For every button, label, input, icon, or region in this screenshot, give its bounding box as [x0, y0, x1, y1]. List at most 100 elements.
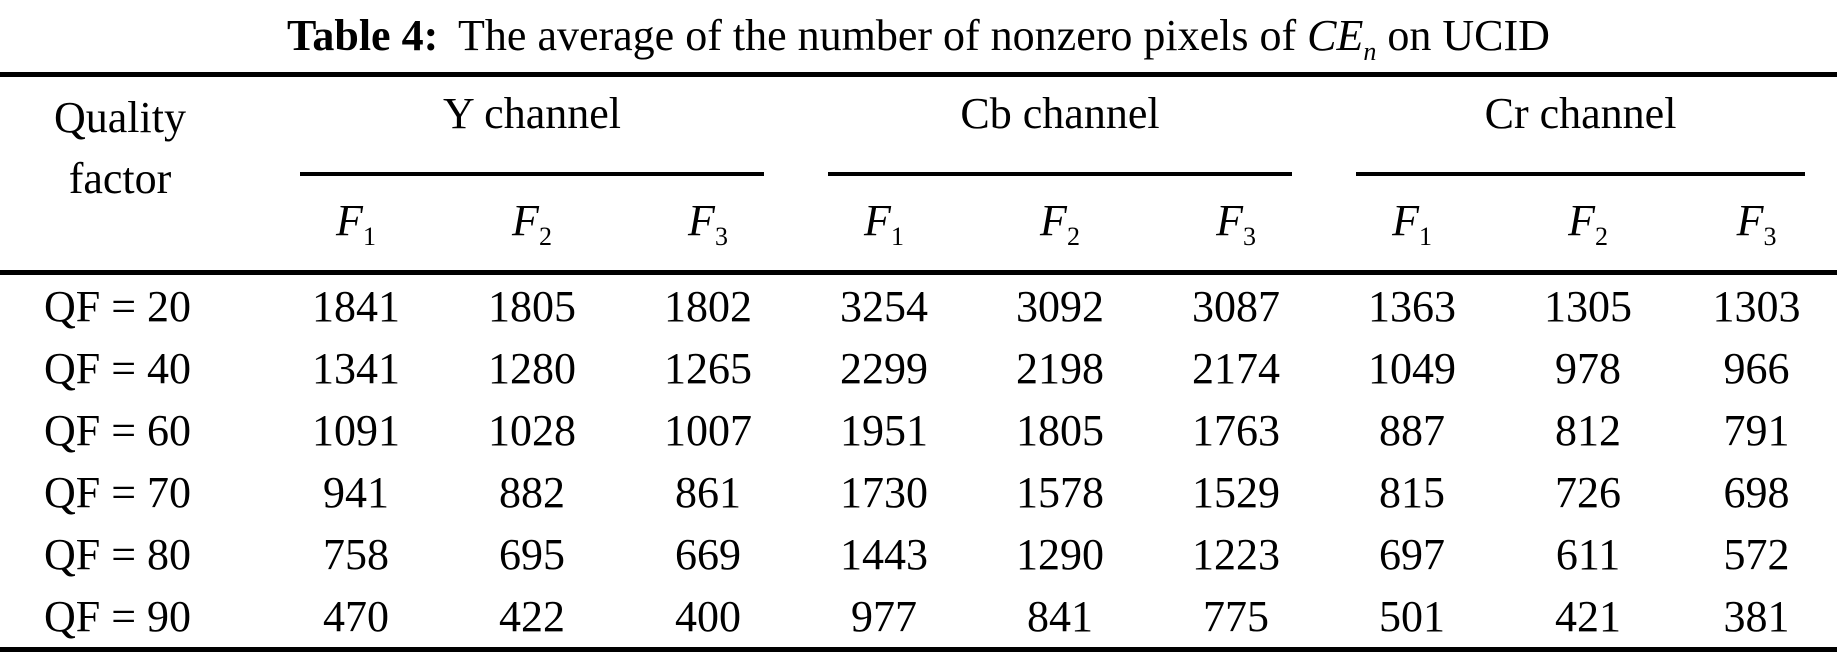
table-caption-number: Table 4:: [287, 11, 439, 60]
table-cell: 3087: [1192, 281, 1280, 331]
table-cell: 841: [1027, 591, 1093, 641]
table-cell: 1290: [1016, 529, 1104, 579]
f-subscript: 1: [890, 221, 904, 251]
table-caption-text-end: on UCID: [1376, 11, 1550, 60]
subheader-f2: F2: [1500, 176, 1677, 275]
table-cell: 572: [1723, 529, 1790, 579]
table-cell: 422: [499, 591, 565, 641]
group-underline: Cr channel: [1356, 77, 1806, 176]
table-cell: 815: [1379, 467, 1446, 517]
f-subscript: 2: [1594, 221, 1608, 251]
table-cell: 3092: [1016, 281, 1104, 331]
f-subscript: 3: [714, 221, 728, 251]
group-header-label: Y channel: [443, 89, 621, 138]
table-cell: 812: [1555, 405, 1622, 455]
corner-header-quality-factor: Quality factor: [0, 74, 268, 275]
table-cell: 977: [851, 591, 917, 641]
row-label: QF = 90: [44, 591, 192, 641]
table-cell: 1091: [312, 405, 400, 455]
table-cell: 1265: [664, 343, 752, 393]
table-cell: 2198: [1016, 343, 1104, 393]
table-cell: 1841: [312, 281, 400, 331]
table-cell: 1303: [1712, 281, 1801, 331]
table-cell: 775: [1203, 591, 1269, 641]
f-symbol: F: [1736, 195, 1764, 245]
table-cell: 421: [1555, 591, 1622, 641]
f-symbol: F: [1392, 195, 1419, 245]
f-subscript: 3: [1242, 221, 1256, 251]
caption-math-subscript: n: [1363, 36, 1377, 66]
table-cell: 758: [323, 529, 389, 579]
f-symbol: F: [512, 195, 539, 245]
table-cell: 1305: [1544, 281, 1633, 331]
table-caption: Table 4: The average of the number of non…: [0, 0, 1837, 72]
row-label: QF = 20: [44, 281, 192, 331]
table-cell: 501: [1379, 591, 1446, 641]
table-cell: 695: [499, 529, 565, 579]
table-cell: 1802: [664, 281, 752, 331]
f-subscript: 1: [1418, 221, 1432, 251]
table-cell: 1805: [488, 281, 576, 331]
table-cell: 400: [675, 591, 741, 641]
table-cell: 861: [675, 467, 741, 517]
table-cell: 669: [675, 529, 741, 579]
caption-math-symbol: CE: [1307, 11, 1364, 60]
subheader-f3: F3: [620, 176, 796, 275]
table-cell: 1028: [488, 405, 576, 455]
table-cell: 381: [1723, 591, 1790, 641]
table-cell: 2299: [840, 343, 928, 393]
row-label: QF = 80: [44, 529, 192, 579]
table-cell: 1951: [840, 405, 928, 455]
subheader-f2: F2: [444, 176, 620, 275]
table-cell: 1223: [1192, 529, 1280, 579]
table-cell: 2174: [1192, 343, 1280, 393]
group-underline: Y channel: [300, 77, 764, 176]
group-header-cb-channel: Cb channel: [796, 75, 1324, 176]
f-symbol: F: [1216, 195, 1243, 245]
table-cell: 1763: [1192, 405, 1280, 455]
table-cell: 3254: [840, 281, 928, 331]
subheader-f3: F3: [1676, 176, 1837, 275]
table-cell: 1805: [1016, 405, 1104, 455]
corner-header-line1: Quality: [54, 93, 186, 142]
table-cell: 611: [1555, 529, 1621, 579]
table-row: QF = 70 941 882 861 1730 1578 1529 815 726 698: [0, 461, 1837, 523]
table-row: QF = 60 1091 1028 1007 1951 1805 1763 887 812 791: [0, 399, 1837, 461]
table-row: QF = 20 1841 1805 1802 3254 3092 3087 1363 1305 1…: [0, 273, 1837, 338]
table-caption-text: The average of the number of nonzero pix…: [458, 11, 1308, 60]
f-symbol: F: [864, 195, 891, 245]
table-cell: 698: [1723, 467, 1790, 517]
group-underline: Cb channel: [828, 77, 1293, 176]
table-cell: 1529: [1192, 467, 1280, 517]
table-cell: 1363: [1368, 281, 1457, 331]
row-label: QF = 70: [44, 467, 192, 517]
table-cell: 791: [1723, 405, 1790, 455]
subheader-row: F1 F2 F3 F1 F2 F3 F1 F2 F3: [0, 176, 1837, 275]
table-cell: 1341: [312, 343, 400, 393]
subheader-f3: F3: [1148, 176, 1325, 275]
f-symbol: F: [1040, 195, 1067, 245]
table-cell: 1007: [664, 405, 752, 455]
group-header-label: Cb channel: [960, 89, 1160, 138]
group-header-row: Quality factor Y channel Cb channel Cr c…: [0, 74, 1837, 275]
data-table: Quality factor Y channel Cb channel Cr c…: [0, 72, 1837, 652]
group-header-label: Cr channel: [1484, 89, 1677, 138]
table-row: QF = 90 470 422 400 977 841 775 501 421 381: [0, 585, 1837, 650]
table-cell: 1443: [840, 529, 928, 579]
table-cell: 1730: [840, 467, 928, 517]
table-row: QF = 40 1341 1280 1265 2299 2198 2174 1049 978 96…: [0, 337, 1837, 399]
table-cell: 470: [323, 591, 389, 641]
f-subscript: 1: [362, 221, 376, 251]
f-subscript: 2: [1066, 221, 1080, 251]
f-symbol: F: [688, 195, 715, 245]
table-row: QF = 80 758 695 669 1443 1290 1223 697 611 572: [0, 523, 1837, 585]
row-label: QF = 60: [44, 405, 192, 455]
subheader-f1: F1: [268, 176, 444, 275]
subheader-f2: F2: [972, 176, 1148, 275]
table-header: Quality factor Y channel Cb channel Cr c…: [0, 74, 1837, 275]
group-header-cr-channel: Cr channel: [1324, 75, 1837, 176]
group-header-y-channel: Y channel: [268, 75, 796, 176]
table-cell: 882: [499, 467, 565, 517]
f-symbol: F: [1568, 195, 1595, 245]
table-cell: 1578: [1016, 467, 1104, 517]
